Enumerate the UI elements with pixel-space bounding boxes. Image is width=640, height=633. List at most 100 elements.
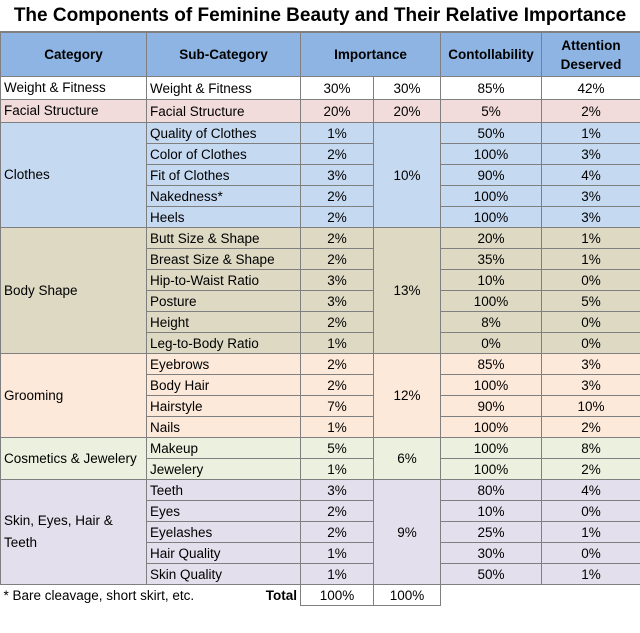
- controllability-cell: 20%: [440, 227, 542, 249]
- subcategory-cell: Eyebrows: [146, 353, 301, 375]
- sub-importance-cell: 2%: [300, 206, 374, 228]
- sub-importance-cell: 2%: [300, 227, 374, 249]
- category-cell: Weight & Fitness: [0, 76, 147, 100]
- sub-importance-cell: 1%: [300, 122, 374, 144]
- attention-cell: 3%: [541, 206, 640, 228]
- sub-importance-cell: 1%: [300, 542, 374, 564]
- controllability-cell: 100%: [440, 185, 542, 207]
- sub-importance-cell: 3%: [300, 164, 374, 186]
- footnote: * Bare cleavage, short skirt, etc.: [0, 584, 194, 606]
- attention-cell: 1%: [541, 563, 640, 585]
- controllability-cell: 50%: [440, 122, 542, 144]
- category-cell: Skin, Eyes, Hair & Teeth: [0, 479, 147, 585]
- table-row: Clothes Quality of Clothes 1% 10% 50% 1%: [0, 122, 640, 228]
- category-cell: Clothes: [0, 122, 147, 228]
- controllability-cell: 100%: [440, 143, 542, 165]
- controllability-cell: 0%: [440, 332, 542, 354]
- subcategory-cell: Height: [146, 311, 301, 333]
- subcategory-cell: Teeth: [146, 479, 301, 501]
- table-row: Grooming Eyebrows 2% 12% 85% 3%: [0, 353, 640, 438]
- subcategory-cell: Quality of Clothes: [146, 122, 301, 144]
- subcategory-cell: Color of Clothes: [146, 143, 301, 165]
- total-label: Total: [146, 584, 301, 606]
- attention-cell: 5%: [541, 290, 640, 312]
- sub-importance-cell: 1%: [300, 458, 374, 480]
- attention-cell: 2%: [541, 416, 640, 438]
- category-cell: Body Shape: [0, 227, 147, 354]
- table-row: Hip-to-Waist Ratio 3% 10% 0%: [1, 269, 640, 291]
- subcategory-cell: Posture: [146, 290, 301, 312]
- controllability-cell: 100%: [440, 290, 542, 312]
- attention-cell: 0%: [541, 542, 640, 564]
- controllability-cell: 80%: [440, 479, 542, 501]
- controllability-cell: 100%: [440, 206, 542, 228]
- total-group-importance: 100%: [373, 584, 441, 606]
- attention-cell: 3%: [541, 353, 640, 375]
- sub-importance-cell: 1%: [300, 332, 374, 354]
- attention-cell: 3%: [541, 143, 640, 165]
- group-importance-cell: 6%: [373, 437, 441, 480]
- sub-importance-cell: 2%: [300, 521, 374, 543]
- subcategory-cell: Nails: [146, 416, 301, 438]
- subcategory-cell: Nakedness*: [146, 185, 301, 207]
- controllability-cell: 90%: [440, 395, 542, 417]
- controllability-cell: 25%: [440, 521, 542, 543]
- subcategory-cell: Leg-to-Body Ratio: [146, 332, 301, 354]
- category-cell: Grooming: [0, 353, 147, 438]
- controllability-cell: 10%: [440, 500, 542, 522]
- page-title: The Components of Feminine Beauty and Th…: [0, 0, 640, 32]
- sub-importance-cell: 7%: [300, 395, 374, 417]
- subcategory-cell: Facial Structure: [146, 99, 301, 123]
- table-row: Body Shape Butt Size & Shape 2% 13% 20% 1%: [0, 227, 640, 354]
- attention-cell: 4%: [541, 479, 640, 501]
- sub-importance-cell: 2%: [300, 185, 374, 207]
- subcategory-cell: Breast Size & Shape: [146, 248, 301, 270]
- sub-importance-cell: 2%: [300, 311, 374, 333]
- sub-importance-cell: 5%: [300, 437, 374, 459]
- controllability-cell: 50%: [440, 563, 542, 585]
- empty-cell: [440, 584, 542, 606]
- sub-importance-cell: 2%: [300, 353, 374, 375]
- table-row: Eyelashes 2% 25% 1%: [1, 521, 640, 543]
- attention-cell: 2%: [541, 99, 640, 123]
- table-row: Body Hair 2% 100% 3%: [1, 374, 640, 396]
- sub-importance-cell: 3%: [300, 479, 374, 501]
- controllability-cell: 90%: [440, 164, 542, 186]
- subcategory-cell: Jewelery: [146, 458, 301, 480]
- header-controllability: Contollability: [440, 32, 542, 77]
- attention-cell: 10%: [541, 395, 640, 417]
- controllability-cell: 100%: [440, 437, 542, 459]
- category-cell: Facial Structure: [0, 99, 147, 123]
- sub-importance-cell: 1%: [300, 416, 374, 438]
- table-row: Skin Quality 1% 50% 1%: [1, 563, 640, 585]
- controllability-cell: 8%: [440, 311, 542, 333]
- total-row: * Bare cleavage, short skirt, etc. Total 1…: [0, 584, 640, 606]
- table-row: Skin, Eyes, Hair & Teeth Teeth 3% 9% 80% 4%: [0, 479, 640, 585]
- table-body: Weight & Fitness Weight & Fitness 30% 30% 85…: [0, 76, 640, 606]
- attention-cell: 0%: [541, 269, 640, 291]
- sub-importance-cell: 2%: [300, 143, 374, 165]
- header-attention-line1: Attention: [561, 37, 621, 53]
- total-sub-importance: 100%: [300, 584, 374, 606]
- subcategory-cell: Eyelashes: [146, 521, 301, 543]
- header-subcategory: Sub-Category: [146, 32, 301, 77]
- attention-cell: 42%: [541, 76, 640, 100]
- group-importance-cell: 30%: [373, 76, 441, 100]
- controllability-cell: 30%: [440, 542, 542, 564]
- attention-cell: 0%: [541, 311, 640, 333]
- controllability-cell: 10%: [440, 269, 542, 291]
- sub-importance-cell: 2%: [300, 500, 374, 522]
- controllability-cell: 100%: [440, 374, 542, 396]
- subcategory-cell: Hair Quality: [146, 542, 301, 564]
- table-row: Weight & Fitness Weight & Fitness 30% 30% 85…: [0, 76, 640, 100]
- attention-cell: 8%: [541, 437, 640, 459]
- controllability-cell: 100%: [440, 458, 542, 480]
- subcategory-cell: Weight & Fitness: [146, 76, 301, 100]
- group-importance-cell: 13%: [373, 227, 441, 354]
- importance-table: Category Sub-Category Importance Contoll…: [0, 32, 640, 606]
- group-importance-cell: 12%: [373, 353, 441, 438]
- table-row: Jewelery 1% 100% 2%: [1, 458, 640, 480]
- attention-cell: 0%: [541, 500, 640, 522]
- sub-importance-cell: 3%: [300, 269, 374, 291]
- controllability-cell: 85%: [440, 76, 542, 100]
